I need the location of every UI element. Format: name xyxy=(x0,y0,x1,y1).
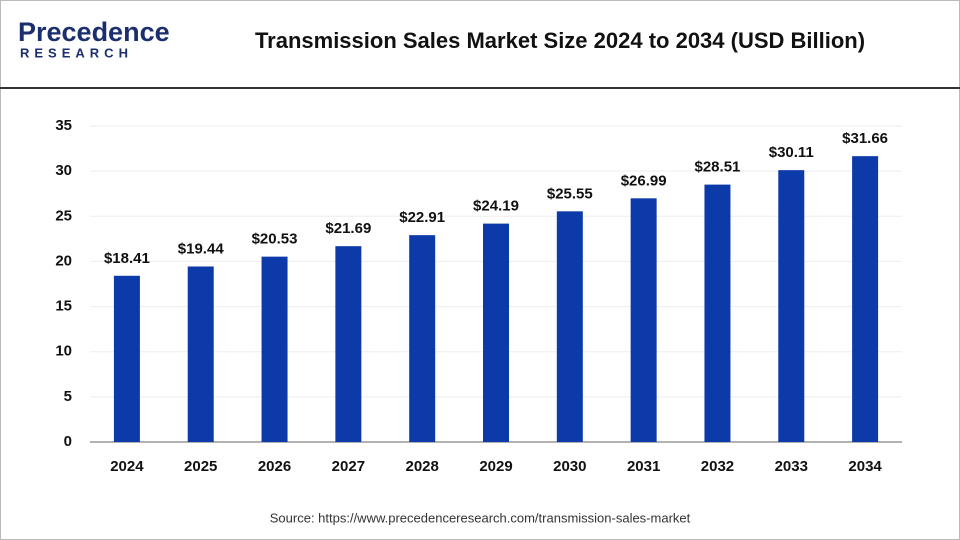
y-tick-label: 5 xyxy=(64,388,72,405)
bar xyxy=(483,223,509,442)
value-label: $18.41 xyxy=(104,250,150,267)
value-label: $20.53 xyxy=(252,231,298,248)
y-tick-label: 0 xyxy=(64,433,72,450)
value-label: $31.66 xyxy=(842,130,888,147)
value-label: $21.69 xyxy=(325,220,371,237)
y-tick-label: 20 xyxy=(55,252,72,269)
x-tick-label: 2034 xyxy=(848,458,882,475)
bar xyxy=(335,246,362,442)
value-label: $28.51 xyxy=(695,159,741,176)
logo-name: Precedence xyxy=(18,17,170,47)
x-tick-label: 2025 xyxy=(184,458,217,475)
y-tick-label: 10 xyxy=(55,343,72,360)
x-tick-label: 2033 xyxy=(775,458,808,475)
source: Source: https://www.precedenceresearch.c… xyxy=(270,510,691,525)
bar xyxy=(113,275,140,442)
y-tick-label: 30 xyxy=(55,162,72,179)
value-label: $25.55 xyxy=(547,185,593,202)
logo-sub: RESEARCH xyxy=(20,45,133,60)
value-label: $30.11 xyxy=(769,144,814,161)
bar xyxy=(261,256,288,442)
chart-title: Transmission Sales Market Size 2024 to 2… xyxy=(255,28,865,53)
x-tick-label: 2032 xyxy=(701,458,734,475)
bar xyxy=(187,266,214,442)
x-tick-label: 2031 xyxy=(627,458,660,475)
value-label: $19.44 xyxy=(178,240,225,257)
x-tick-label: 2026 xyxy=(258,458,291,475)
value-label: $22.91 xyxy=(399,209,445,226)
y-tick-label: 15 xyxy=(55,298,72,315)
y-tick-label: 25 xyxy=(55,207,72,224)
bar xyxy=(409,235,436,442)
x-tick-label: 2030 xyxy=(553,458,586,475)
bar xyxy=(630,198,657,442)
bar xyxy=(778,170,805,442)
bar xyxy=(704,184,731,442)
y-tick-label: 35 xyxy=(55,117,72,134)
value-label: $24.19 xyxy=(473,198,519,215)
bar xyxy=(556,211,583,442)
x-tick-label: 2027 xyxy=(332,458,365,475)
x-tick-label: 2029 xyxy=(479,458,512,475)
bar xyxy=(852,156,879,442)
x-tick-label: 2024 xyxy=(110,458,144,475)
x-tick-label: 2028 xyxy=(405,458,438,475)
value-label: $26.99 xyxy=(621,172,667,189)
